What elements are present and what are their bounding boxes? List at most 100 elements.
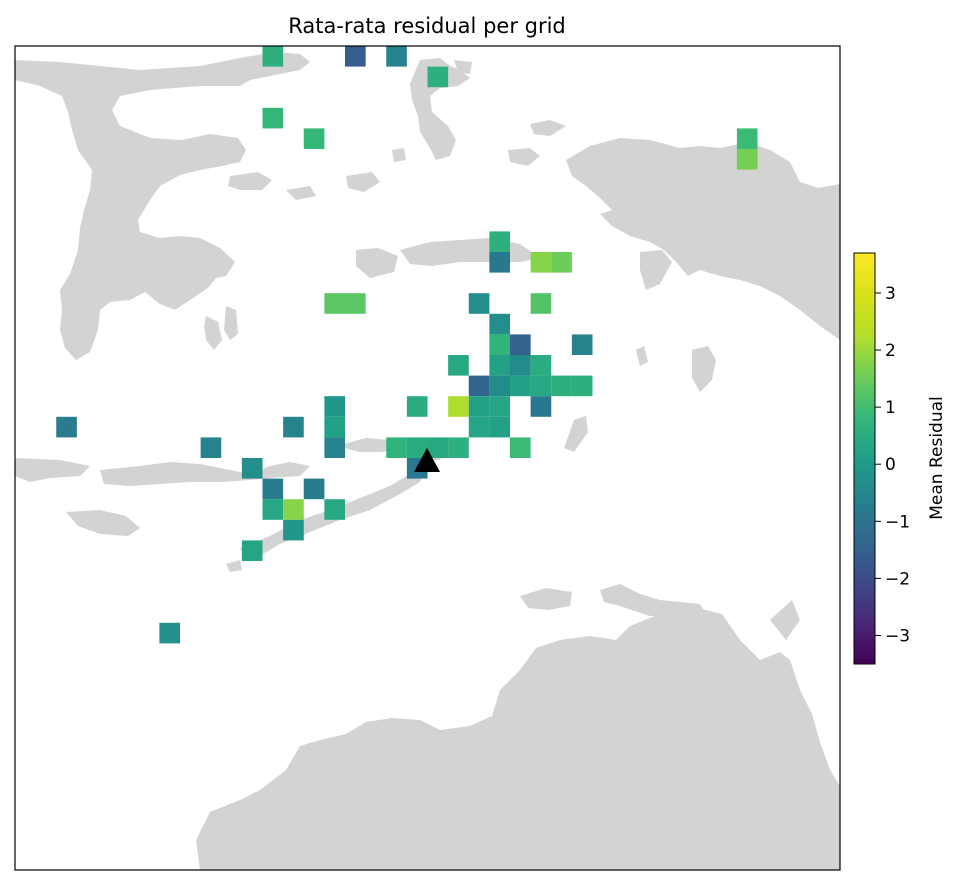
- map-area: [15, 46, 840, 870]
- grid-cell: [283, 499, 304, 520]
- grid-cell: [448, 437, 469, 458]
- grid-cell: [324, 437, 346, 458]
- grid-cell: [159, 622, 181, 644]
- grid-cell: [530, 396, 552, 417]
- grid-cell: [530, 293, 552, 314]
- station-marker-icon: [414, 448, 440, 472]
- land-alor: [336, 438, 398, 452]
- land-obi: [346, 172, 380, 192]
- colorbar-tick-label: 1: [885, 398, 896, 418]
- grid-cell: [510, 375, 531, 397]
- grid-cell: [468, 293, 490, 314]
- grid-cell: [530, 375, 552, 397]
- land-bacan: [392, 148, 406, 162]
- grid-cell: [262, 107, 284, 129]
- grid-cell: [200, 437, 222, 458]
- land-cobourg: [600, 584, 706, 616]
- grid-cell: [530, 355, 552, 376]
- grid-cell: [489, 416, 511, 438]
- colorbar-label: Mean Residual: [927, 396, 947, 520]
- grid-cell: [262, 46, 284, 67]
- grid-cell: [386, 46, 407, 67]
- grid-cell: [303, 478, 325, 500]
- land-kei: [636, 346, 648, 366]
- grid-cell: [468, 416, 490, 438]
- grid-cell: [489, 375, 511, 397]
- colorbar-tick-label: −1: [885, 512, 910, 532]
- grid-cell: [530, 252, 552, 273]
- colorbar-ticks: −3 −2 −1 0 1 2 3: [875, 284, 910, 646]
- grid-cell: [427, 66, 449, 88]
- colorbar-gradient: [853, 252, 876, 665]
- land-tanimbar: [564, 416, 588, 452]
- land-muna: [224, 306, 238, 340]
- landmasses: [15, 52, 840, 870]
- land-australia: [196, 606, 840, 870]
- grid-cell: [386, 437, 407, 458]
- land-melville: [520, 588, 572, 610]
- residual-grid: [56, 46, 758, 644]
- map-title: Rata-rata residual per grid: [288, 14, 566, 38]
- grid-cell: [283, 416, 304, 438]
- grid-cell: [736, 128, 758, 149]
- grid-cell: [262, 499, 284, 520]
- land-buton: [204, 316, 222, 350]
- land-misool: [508, 148, 540, 166]
- colorbar-tick-label: −3: [885, 626, 910, 646]
- colorbar-tick-label: 2: [885, 341, 896, 361]
- grid-cell: [489, 334, 511, 355]
- grid-cell: [406, 396, 428, 417]
- grid-cell: [489, 355, 511, 376]
- grid-cell: [324, 396, 346, 417]
- grid-cell: [489, 396, 511, 417]
- land-halmahera: [410, 58, 470, 160]
- grid-cell: [510, 355, 531, 376]
- land-new-guinea: [566, 138, 840, 340]
- grid-cell: [468, 375, 490, 397]
- grid-cell: [489, 252, 511, 273]
- grid-cell: [324, 499, 346, 520]
- grid-cell: [571, 375, 593, 397]
- grid-cell: [324, 293, 346, 314]
- grid-cell: [324, 416, 346, 438]
- grid-cell: [551, 252, 572, 273]
- land-sumbawa: [15, 458, 90, 482]
- grid-cell: [345, 46, 366, 67]
- grid-cell: [406, 437, 428, 458]
- grid-cell: [427, 437, 449, 458]
- grid-cell: [551, 375, 572, 397]
- colorbar-tick-label: 3: [885, 284, 896, 304]
- land-aus-gulf-cape: [770, 600, 800, 640]
- land-bird-neck: [640, 250, 672, 290]
- grid-cell: [571, 334, 593, 355]
- grid-cell: [489, 313, 511, 335]
- land-aru: [692, 346, 716, 392]
- grid-cell: [510, 437, 531, 458]
- colorbar-tick-label: 0: [885, 455, 896, 475]
- grid-cell: [468, 396, 490, 417]
- grid-cell: [448, 396, 469, 417]
- grid-cell: [241, 540, 263, 561]
- map-frame: [14, 45, 841, 871]
- land-rote: [226, 560, 242, 572]
- grid-cell: [345, 293, 366, 314]
- grid-cell: [56, 416, 77, 438]
- grid-cell: [262, 478, 284, 500]
- grid-cell: [448, 355, 469, 376]
- land-sulawesi: [15, 52, 310, 360]
- land-sumba: [66, 510, 140, 536]
- grid-cell: [241, 458, 263, 479]
- land-raja-ampat: [530, 120, 566, 136]
- land-morotai: [454, 60, 472, 74]
- colorbar: −3 −2 −1 0 1 2 3 Mean Residual: [853, 252, 947, 665]
- grid-cell: [303, 128, 325, 149]
- grid-cell: [283, 519, 304, 541]
- land-peleng: [228, 172, 272, 190]
- land-banggai: [286, 186, 316, 200]
- grid-cell: [489, 231, 511, 252]
- colorbar-tick-label: −2: [885, 569, 910, 589]
- land-flores: [100, 462, 310, 486]
- land-buru: [356, 248, 398, 278]
- grid-cell: [510, 334, 531, 355]
